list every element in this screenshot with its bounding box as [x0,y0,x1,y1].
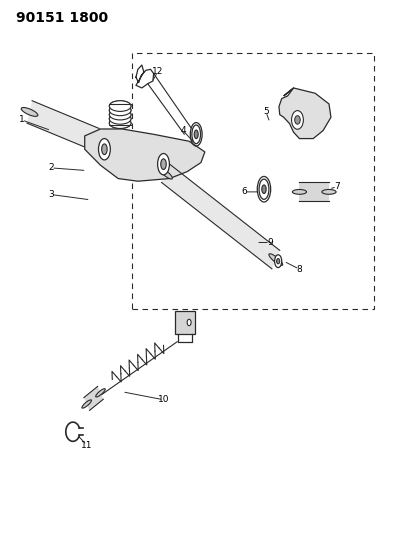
Ellipse shape [295,116,300,124]
Ellipse shape [96,389,105,397]
Text: 3: 3 [48,190,54,199]
Ellipse shape [275,255,282,268]
Ellipse shape [82,400,91,408]
Ellipse shape [110,101,131,111]
Ellipse shape [110,118,131,128]
Ellipse shape [98,139,110,160]
Ellipse shape [110,109,131,120]
Ellipse shape [110,114,131,124]
Ellipse shape [110,105,131,116]
Ellipse shape [259,179,269,199]
Ellipse shape [161,159,166,169]
Polygon shape [299,182,329,201]
Text: 7: 7 [334,182,340,191]
Text: 4: 4 [180,126,186,135]
Polygon shape [162,164,280,269]
Ellipse shape [88,135,105,144]
Text: 11: 11 [81,441,93,449]
Ellipse shape [187,319,191,326]
Ellipse shape [21,108,38,116]
Ellipse shape [110,101,131,111]
Ellipse shape [292,189,307,195]
Text: 1: 1 [19,116,24,124]
Polygon shape [85,129,205,181]
Text: 9: 9 [267,238,273,247]
Ellipse shape [110,118,131,128]
Bar [132,53,374,309]
Polygon shape [279,88,331,139]
FancyBboxPatch shape [175,311,195,334]
Text: 12: 12 [152,68,163,76]
Polygon shape [84,386,103,410]
Ellipse shape [322,189,336,195]
Ellipse shape [110,109,131,120]
Ellipse shape [159,167,172,179]
Text: 90151 1800: 90151 1800 [16,11,108,25]
Ellipse shape [292,111,303,130]
Ellipse shape [262,185,266,193]
Text: 5: 5 [263,108,269,116]
Ellipse shape [192,125,201,143]
Text: 2: 2 [48,164,54,172]
Text: 8: 8 [297,265,302,273]
Ellipse shape [277,259,280,264]
Ellipse shape [194,130,198,139]
Ellipse shape [110,105,131,116]
Ellipse shape [110,114,131,124]
Polygon shape [27,101,99,151]
Ellipse shape [269,254,282,265]
Text: 10: 10 [158,395,169,404]
Ellipse shape [102,144,107,155]
Ellipse shape [158,154,169,175]
Text: 6: 6 [242,188,247,196]
